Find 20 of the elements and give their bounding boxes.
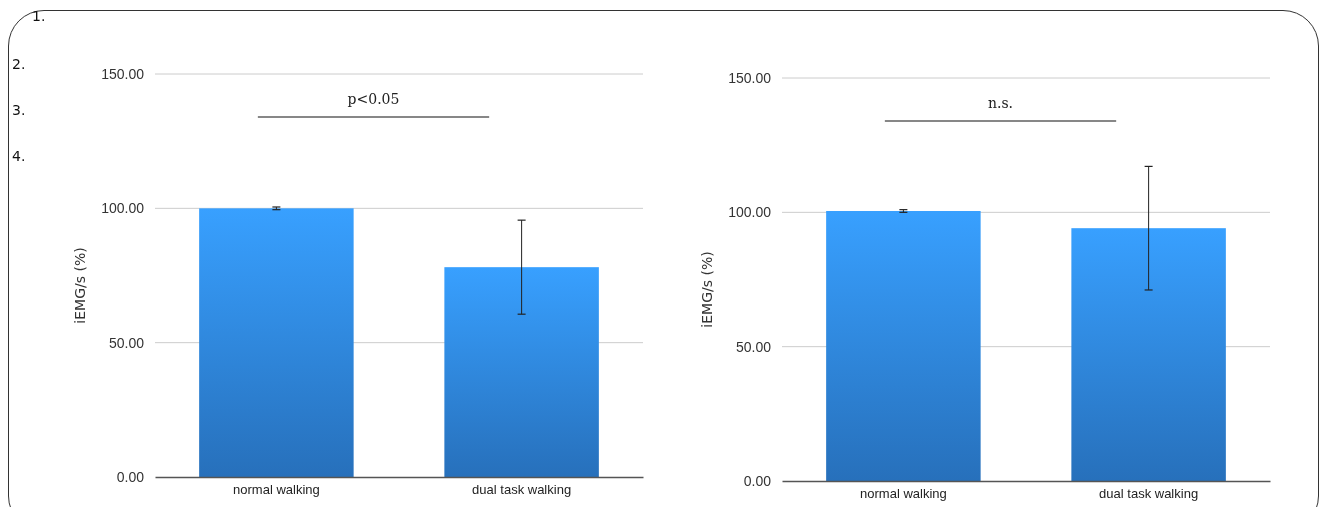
y-axis-title: iEMG/s (%) xyxy=(699,251,715,328)
y-tick-label: 0.00 xyxy=(116,468,145,485)
y-tick-label: 150.00 xyxy=(101,65,145,82)
text: 4. xyxy=(12,148,26,164)
y-axis-title: iEMG/s (%) xyxy=(72,247,88,324)
y-tick-label: 100.00 xyxy=(728,204,772,221)
y-tick-label: 150.00 xyxy=(728,69,772,86)
y-tick-label: 100.00 xyxy=(101,200,145,217)
y-tick-label: 50.00 xyxy=(108,334,145,351)
text: 3. xyxy=(12,102,26,118)
y-tick-label: 50.00 xyxy=(735,338,772,355)
annotation: n.s. xyxy=(987,95,1014,111)
x-tick-label: dual task walking xyxy=(1099,486,1199,502)
x-tick-label: dual task walking xyxy=(472,482,572,498)
x-tick-label: normal walking xyxy=(860,486,947,502)
text: 1. xyxy=(32,8,46,24)
text: 2. xyxy=(12,56,26,72)
annotation: p<0.05 xyxy=(347,91,400,107)
x-tick-label: normal walking xyxy=(233,482,320,498)
y-tick-label: 0.00 xyxy=(743,472,772,489)
